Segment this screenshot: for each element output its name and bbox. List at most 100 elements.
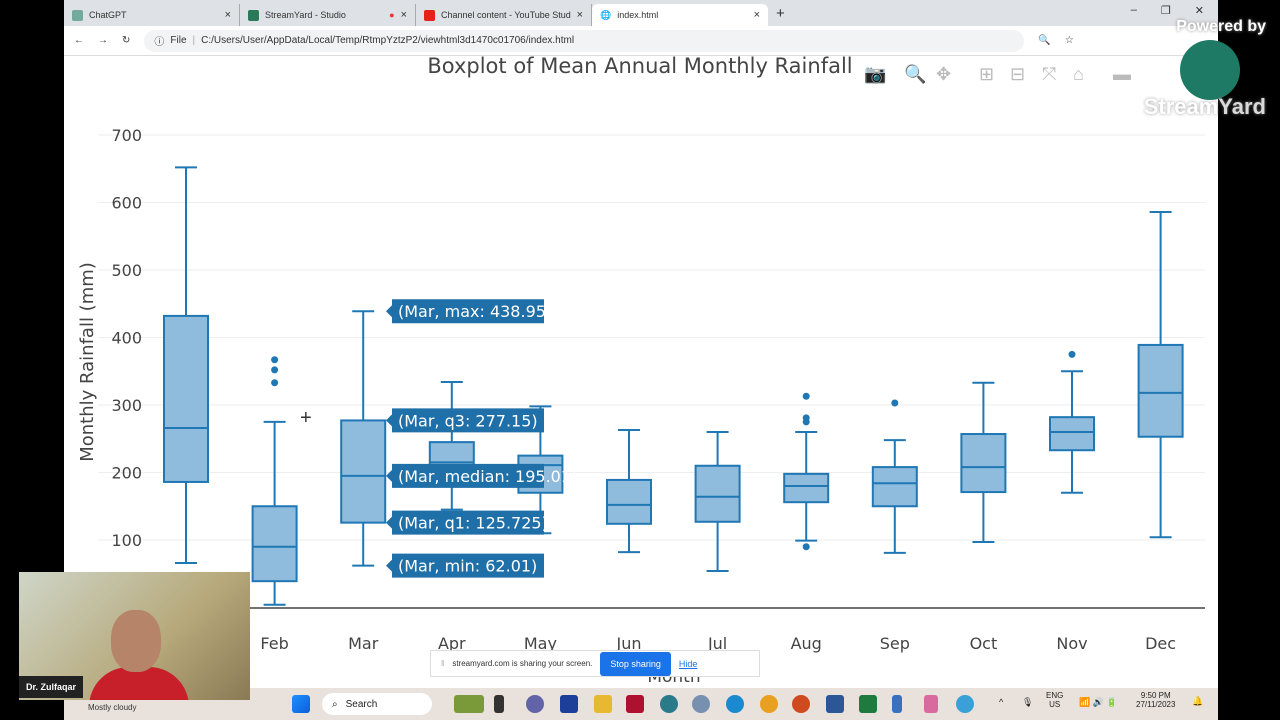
outlier-point xyxy=(271,356,279,364)
streamyard-branding: Powered by StreamYard xyxy=(1143,18,1266,119)
weather-widget[interactable]: Mostly cloudy xyxy=(88,703,137,712)
word-icon[interactable] xyxy=(826,695,844,713)
iqr-box xyxy=(1049,416,1095,452)
language-indicator[interactable]: ENG US xyxy=(1046,691,1064,709)
zoom-in-icon[interactable]: ⊞ xyxy=(979,64,994,84)
x-tick-label: Jul xyxy=(707,634,727,653)
box-Apr xyxy=(428,381,475,511)
presenter-name: Dr. Zulfaqar xyxy=(19,676,84,698)
microphone-icon[interactable]: 🎙 xyxy=(1022,697,1034,707)
teams-icon[interactable] xyxy=(526,695,544,713)
chrome-icon[interactable] xyxy=(760,695,778,713)
browser-window: ChatGPT × StreamYard - Studio ● × Channel c… xyxy=(64,0,1218,720)
x-tick-label: Mar xyxy=(348,634,379,653)
back-icon[interactable]: ← xyxy=(74,35,84,46)
x-tick-label: Aug xyxy=(791,634,822,653)
y-tick-label: 400 xyxy=(111,329,142,348)
outlier-point xyxy=(271,366,279,374)
maximize-button[interactable]: ❐ xyxy=(1160,5,1171,17)
recording-icon: ● xyxy=(389,10,395,20)
forward-icon[interactable]: → xyxy=(98,35,108,46)
app-icon[interactable] xyxy=(494,695,504,713)
streamyard-icon xyxy=(248,9,259,21)
close-window-button[interactable]: ✕ xyxy=(1194,5,1204,17)
iqr-box xyxy=(694,464,741,523)
zoom-icon[interactable]: 🔍 xyxy=(904,62,926,84)
close-tab-icon[interactable]: × xyxy=(576,9,583,21)
iqr-box xyxy=(251,505,298,583)
address-bar: ← → ↻ ⓘ File | C:/Users/User/AppData/Local/Te… xyxy=(64,26,1218,56)
windows-start-icon[interactable] xyxy=(292,695,310,713)
file-explorer-icon[interactable] xyxy=(594,695,612,713)
network-volume-battery-icons[interactable]: 📶 🔊 🔋 xyxy=(1079,697,1118,707)
close-tab-icon[interactable]: × xyxy=(224,9,231,21)
taskbar-search[interactable]: ⌕ Search xyxy=(322,693,432,715)
notification-icon[interactable]: 🔔 xyxy=(1192,696,1204,706)
drag-handle-icon[interactable]: ‖ xyxy=(441,659,445,668)
x-tick-label: Nov xyxy=(1056,634,1087,653)
tab-streamyard[interactable]: StreamYard - Studio ● × xyxy=(240,4,416,26)
x-tick-label: Sep xyxy=(880,634,910,653)
show-hidden-icons[interactable]: ^ xyxy=(999,697,1004,707)
globe-icon: 🌐 xyxy=(600,9,612,20)
spike-lines-icon[interactable]: ▬ xyxy=(1113,64,1131,84)
iqr-box xyxy=(163,314,209,483)
box-Sep xyxy=(871,399,918,554)
l-app-icon[interactable] xyxy=(560,695,578,713)
hover-label-min: (Mar, min: 62.01) xyxy=(386,553,544,578)
new-tab-button[interactable]: + xyxy=(776,4,785,22)
bookmark-icon[interactable]: ☆ xyxy=(1064,35,1074,46)
vpn-icon[interactable] xyxy=(956,695,974,713)
hide-link[interactable]: Hide xyxy=(678,658,698,669)
x-tick-label: Jun xyxy=(616,634,642,653)
reload-icon[interactable]: ↻ xyxy=(122,35,131,46)
close-tab-icon[interactable]: × xyxy=(753,9,760,21)
snipping-icon[interactable] xyxy=(924,695,938,713)
stop-sharing-button[interactable]: Stop sharing xyxy=(600,651,671,676)
x-tick-label: Feb xyxy=(260,634,288,653)
iqr-box xyxy=(1137,343,1184,438)
search-icon: ⌕ xyxy=(332,698,338,710)
zoom-icon[interactable]: 🔍 xyxy=(1038,35,1051,46)
r-icon[interactable] xyxy=(692,695,710,713)
outlier-point xyxy=(802,414,810,422)
box-Oct xyxy=(960,381,1007,544)
excel-icon[interactable] xyxy=(859,695,877,713)
outlier-point xyxy=(802,392,810,400)
box-Feb xyxy=(251,356,298,606)
qgis-icon[interactable] xyxy=(660,695,678,713)
tab-index[interactable]: 🌐 index.html × xyxy=(592,4,768,26)
tab-youtube[interactable]: Channel content - YouTube Stud × xyxy=(416,4,592,26)
hover-label-bg xyxy=(386,553,544,578)
clock[interactable]: 9:50 PM 27/11/2023 xyxy=(1136,691,1176,709)
cursor-crosshair-icon: + xyxy=(300,407,312,429)
zoom-out-icon[interactable]: ⊟ xyxy=(1010,64,1025,84)
notepad-icon[interactable] xyxy=(892,695,902,713)
edge-icon[interactable] xyxy=(726,695,744,713)
minimize-button[interactable]: – xyxy=(1130,4,1137,16)
autoscale-icon[interactable]: ⤧ xyxy=(1042,64,1056,84)
hover-label-text: (Mar, median: 195.01) xyxy=(398,467,577,486)
y-axis-label: Monthly Rainfall (mm) xyxy=(77,262,98,462)
iqr-box xyxy=(606,478,652,525)
url-input[interactable]: ⓘ File | C:/Users/User/AppData/Local/Temp/R… xyxy=(144,29,1025,52)
box-Jan xyxy=(163,166,209,564)
hover-label-bg xyxy=(386,408,544,433)
camera-icon[interactable]: 📷 xyxy=(864,64,886,84)
close-tab-icon[interactable]: × xyxy=(400,9,407,21)
webcam-overlay: Dr. Zulfaqar xyxy=(19,572,250,700)
home-icon[interactable]: ⌂ xyxy=(1073,64,1084,84)
taskbar: ⌕ Search ^ 🎙 ENG US 📶 🔊 🔋 9:50 PM 27/11/202… xyxy=(64,688,1218,720)
box-Dec xyxy=(1137,210,1184,539)
pan-icon[interactable]: ✥ xyxy=(936,64,951,84)
y-tick-label: 300 xyxy=(111,396,142,415)
widget-icon[interactable] xyxy=(454,695,484,713)
mendeley-icon[interactable] xyxy=(626,695,644,713)
hover-label-bg xyxy=(386,299,544,324)
tab-chatgpt[interactable]: ChatGPT × xyxy=(64,4,240,26)
x-tick-label: Dec xyxy=(1145,634,1176,653)
info-icon: ⓘ xyxy=(154,37,165,48)
powerpoint-icon[interactable] xyxy=(792,695,810,713)
box-Jul xyxy=(694,431,741,573)
